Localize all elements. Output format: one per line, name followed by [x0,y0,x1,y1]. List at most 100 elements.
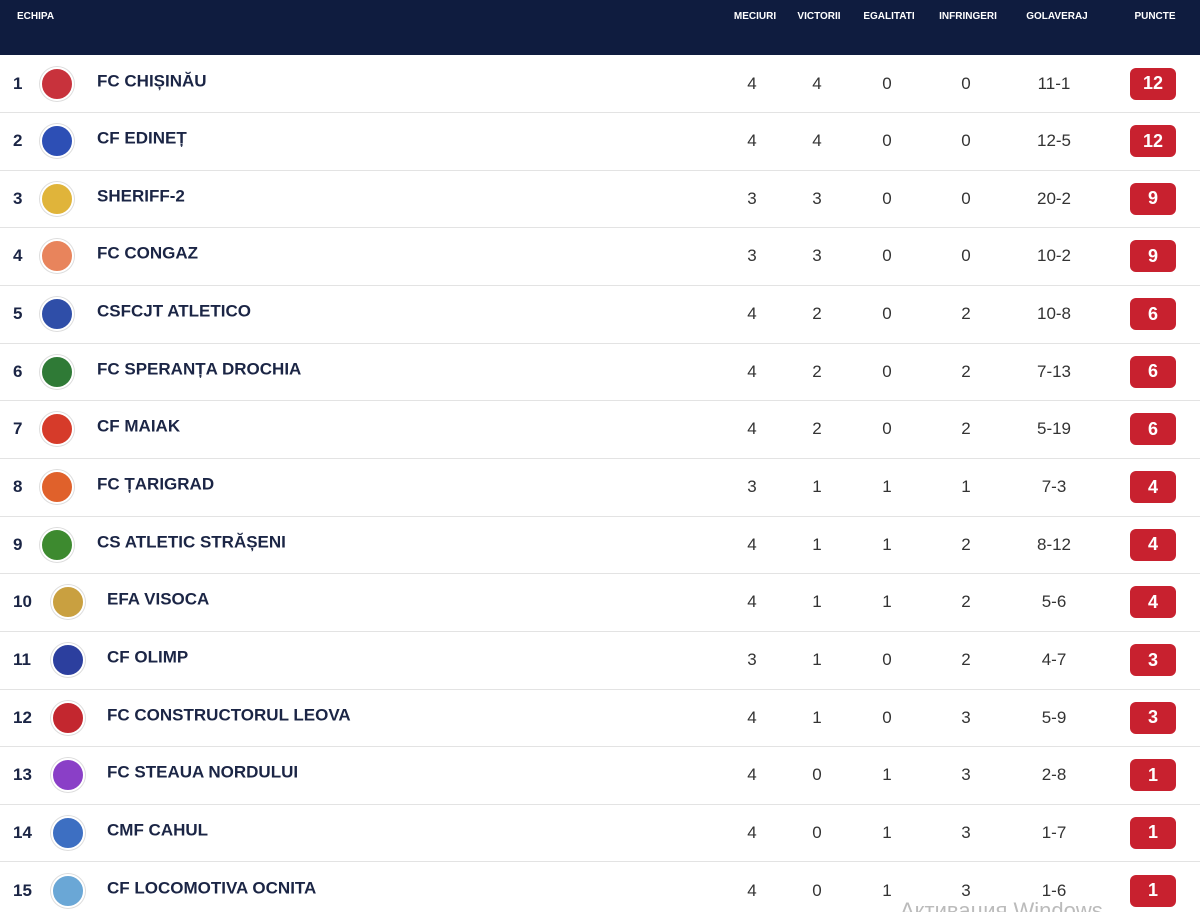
team-name: CF LOCOMOTIVA OCNITA [107,878,317,898]
table-row: 3 SHERIFF-2 3 3 0 0 20-2 9 [0,170,1200,229]
stat-cell: 3 [961,765,971,785]
stat-cell: 1 [812,534,822,554]
points-badge: 4 [1130,528,1176,561]
rank: 8 [13,477,23,497]
stat-cell: 1-6 [1041,880,1067,900]
stat-cell: 1 [882,534,892,554]
stat-cell: 1 [882,880,892,900]
table-row: 9 CS ATLETIC STRĂȘENI 4 1 1 2 8-12 4 [0,516,1200,575]
stat-cell: 0 [882,246,892,266]
table-row: 13 FC STEAUA NORDULUI 4 0 1 3 2-8 1 [0,747,1200,805]
stat-cell: 3 [747,650,757,669]
rank: 4 [13,246,23,266]
team-name: FC SPERANȚA DROCHIA [97,359,302,379]
points-badge: 4 [1130,586,1176,619]
stat-cell: 1 [882,592,892,612]
stat-cell: 2 [812,419,822,439]
table-row: 5 CSFCJT ATLETICO 4 2 0 2 10-8 6 [0,286,1200,344]
team-logo [51,873,85,908]
stat-cell: 0 [961,188,971,208]
stat-cell: 4-7 [1041,650,1067,669]
stat-cell: 4 [747,361,757,381]
stat-cell: 2 [812,304,822,324]
team-logo [40,354,74,389]
stat-cell: 2 [812,361,822,381]
stat-cell: 3 [747,246,757,266]
team-logo [40,412,74,447]
table-row: 6 FC SPERANȚA DROCHIA 4 2 0 2 7-13 6 [0,343,1200,402]
stat-cell: 4 [747,880,757,900]
team-name: CF MAIAK [97,416,181,436]
stat-cell: 1 [812,707,822,727]
stat-cell: 1 [812,592,822,612]
team-name: EFA VISOCA [107,589,210,609]
stat-cell: 7-3 [1041,477,1067,497]
rank: 11 [13,650,31,669]
stat-cell: 3 [747,188,757,208]
stat-cell: 2 [961,592,971,612]
stat-cell: 3 [961,707,971,727]
stat-cell: 2 [961,534,971,554]
stat-cell: 4 [812,73,822,93]
stat-cell: 0 [812,822,822,842]
team-name: CF OLIMP [107,647,189,667]
stat-cell: 2-8 [1041,765,1067,785]
stat-cell: 4 [747,592,757,612]
team-logo [40,124,74,159]
stat-cell: 2 [961,419,971,439]
table-row: 11 CF OLIMP 3 1 0 2 4-7 3 [0,632,1200,690]
points-badge: 12 [1130,67,1176,100]
team-name: CF EDINEȚ [97,128,187,148]
rank: 1 [13,73,23,93]
team-logo [51,585,85,620]
table-row: 10 EFA VISOCA 4 1 1 2 5-6 4 [0,574,1200,632]
points-badge: 6 [1130,355,1176,388]
points-badge: 3 [1130,701,1176,734]
team-logo [51,815,85,850]
points-badge: 9 [1130,240,1176,273]
table-row: 1 FC CHIȘINĂU 4 4 0 0 11-1 12 [0,55,1200,113]
table-row: 15 CF LOCOMOTIVA OCNITA 4 0 1 3 1-6 1 [0,862,1200,912]
points-badge: 9 [1130,182,1176,215]
points-badge: 6 [1130,413,1176,446]
stat-cell: 3 [747,477,757,497]
stat-cell: 1 [882,822,892,842]
stat-cell: 3 [961,880,971,900]
stat-cell: 3 [961,822,971,842]
team-name: FC STEAUA NORDULUI [107,762,299,782]
stat-cell: 4 [747,73,757,93]
stat-cell: 20-2 [1036,188,1072,208]
stat-cell: 3 [812,246,822,266]
stat-cell: 10-8 [1036,304,1072,324]
rank: 6 [13,361,23,381]
column-header: MECIURI [733,11,777,22]
stat-cell: 0 [882,73,892,93]
stat-cell: 4 [747,534,757,554]
points-badge: 12 [1130,125,1176,158]
stat-cell: 4 [747,419,757,439]
stat-cell: 0 [961,73,971,93]
team-name: CSFCJT ATLETICO [97,301,251,321]
rank: 13 [13,765,32,785]
table-header: ECHIPA MECIURI VICTORII EGALITATI INFRINGERI… [0,0,1200,55]
rank: 15 [13,880,32,900]
column-header: GOLAVERAJ [1026,11,1088,22]
rank: 3 [13,188,23,208]
points-badge: 1 [1130,816,1176,849]
table-row: 12 FC CONSTRUCTORUL LEOVA 4 1 0 3 5-9 3 [0,689,1200,748]
column-header: PUNCTE [1134,11,1176,22]
stat-cell: 5-19 [1036,419,1072,439]
stat-cell: 1 [961,477,971,497]
stat-cell: 0 [882,361,892,381]
stat-cell: 8-12 [1036,534,1072,554]
team-name: FC ȚARIGRAD [97,474,215,494]
stat-cell: 4 [812,131,822,151]
team-name: SHERIFF-2 [97,186,185,206]
points-badge: 1 [1130,874,1176,907]
stat-cell: 0 [882,650,892,669]
column-header: INFRINGERI [939,11,997,22]
points-badge: 3 [1130,644,1176,676]
stat-cell: 2 [961,650,971,669]
stat-cell: 0 [882,304,892,324]
team-name: CMF CAHUL [107,820,209,840]
